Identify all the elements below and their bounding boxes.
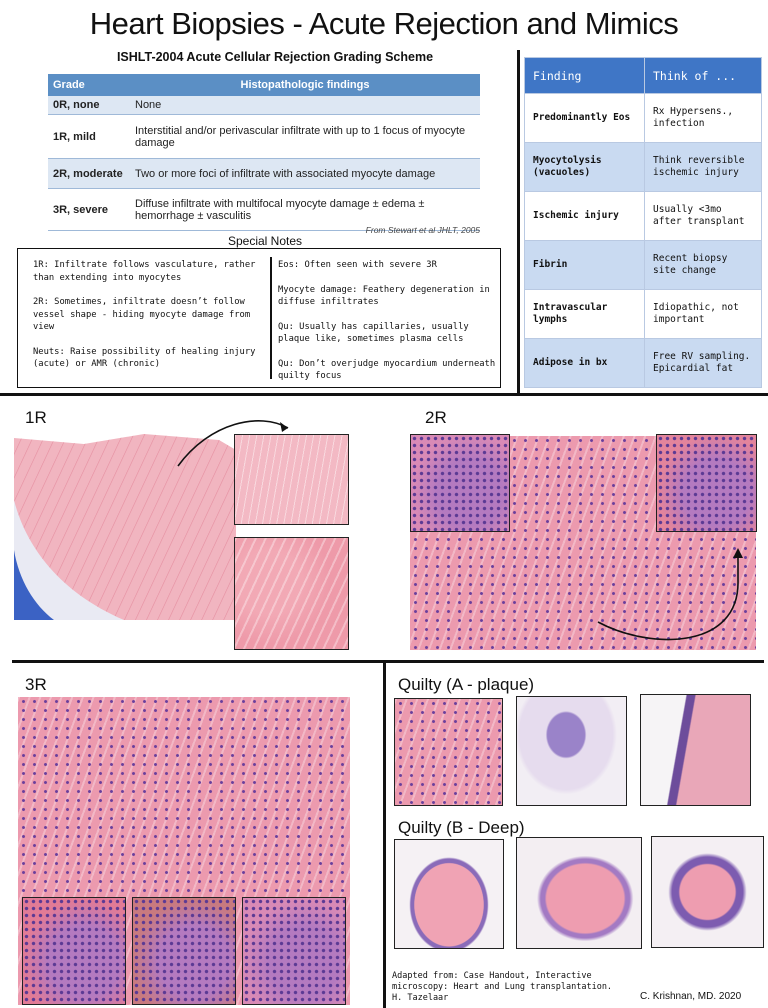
- table-row: Myocytolysis (vacuoles) Think reversible…: [524, 142, 762, 192]
- slide-quilty-a-2: [516, 696, 627, 806]
- slide-quilty-a-1: [394, 698, 503, 806]
- section-divider: [12, 660, 764, 663]
- finding-cell: Ischemic injury: [524, 191, 645, 241]
- think-cell: Recent biopsy site change: [644, 240, 762, 290]
- note-item: 2R: Sometimes, infiltrate doesn’t follow…: [33, 297, 251, 332]
- grade-cell: 2R, moderate: [48, 158, 130, 189]
- grading-source: From Stewart et al JHLT, 2005: [365, 225, 480, 235]
- think-cell: Usually <3mo after transplant: [644, 191, 762, 241]
- slide-quilty-b-3: [651, 836, 764, 948]
- finding-cell: Two or more foci of infiltrate with asso…: [130, 158, 480, 189]
- slide-2r-zoom-left: [410, 434, 510, 532]
- slide-2r-zoom-right: [656, 434, 757, 532]
- slide-1r-overview: [14, 434, 236, 620]
- special-notes-title: Special Notes: [227, 234, 303, 248]
- findings-column-header: Histopathologic findings: [130, 74, 480, 96]
- finding-cell: Intravascular lymphs: [524, 289, 645, 339]
- arrow-icon: [177, 420, 289, 467]
- notes-divider: [270, 257, 272, 379]
- slide-quilty-b-1: [394, 839, 504, 949]
- special-notes-right: Eos: Often seen with severe 3R Myocyte d…: [278, 259, 496, 395]
- finding-cell: Fibrin: [524, 240, 645, 290]
- credit-line: Adapted from: Case Handout, Interactive: [392, 971, 592, 981]
- credit-line: H. Tazelaar: [392, 993, 449, 1003]
- finding-column-header: Finding: [524, 57, 645, 94]
- slide-3r-zoom-2: [132, 897, 236, 1005]
- grade-cell: 1R, mild: [48, 114, 130, 159]
- section-quilty-b-label: Quilty (B - Deep): [398, 818, 525, 837]
- slide-quilty-b-2: [516, 837, 642, 949]
- section-1r-label: 1R: [25, 408, 47, 427]
- author-credit: C. Krishnan, MD. 2020: [640, 991, 742, 1002]
- section-2r-label: 2R: [425, 408, 447, 427]
- credit-line: microscopy: Heart and Lung transplantati…: [392, 982, 613, 992]
- credit-text: Adapted from: Case Handout, Interactive …: [392, 971, 612, 1004]
- think-cell: Idiopathic, not important: [644, 289, 762, 339]
- top-divider: [517, 50, 520, 393]
- slide-1r-zoom-top: [234, 434, 349, 525]
- think-cell: Free RV sampling. Epicardial fat: [644, 338, 762, 388]
- think-column-header: Think of ...: [644, 57, 762, 94]
- table-row: Fibrin Recent biopsy site change: [524, 240, 762, 290]
- slide-3r-zoom-3: [242, 897, 346, 1005]
- table-row: Intravascular lymphs Idiopathic, not imp…: [524, 289, 762, 339]
- special-notes-left: 1R: Infiltrate follows vasculature, rath…: [33, 259, 265, 383]
- grade-column-header: Grade: [48, 74, 130, 96]
- page-title: Heart Biopsies - Acute Rejection and Mim…: [89, 6, 679, 41]
- table-row: Adipose in bx Free RV sampling. Epicardi…: [524, 338, 762, 388]
- note-item: Eos: Often seen with severe 3R: [278, 260, 437, 270]
- table-row: Predominantly Eos Rx Hypersens., infecti…: [524, 93, 762, 143]
- special-notes-box: 1R: Infiltrate follows vasculature, rath…: [17, 248, 501, 388]
- grade-cell: 3R, severe: [48, 188, 130, 231]
- section-3r-label: 3R: [25, 675, 47, 694]
- table-row: 0R, none None: [48, 96, 480, 115]
- table-row: Ischemic injury Usually <3mo after trans…: [524, 191, 762, 241]
- table-row: 3R, severe Diffuse infiltrate with multi…: [48, 188, 480, 231]
- think-cell: Rx Hypersens., infection: [644, 93, 762, 143]
- finding-cell: Myocytolysis (vacuoles): [524, 142, 645, 192]
- arrow-icon: [597, 548, 743, 641]
- findings-table: Finding Think of ... Predominantly Eos R…: [524, 57, 762, 388]
- finding-cell: Interstitial and/or perivascular infiltr…: [130, 114, 480, 159]
- note-item: Qu: Usually has capillaries, usually pla…: [278, 321, 469, 345]
- grading-table: Grade Histopathologic findings 0R, none …: [48, 74, 480, 231]
- think-cell: Think reversible ischemic injury: [644, 142, 762, 192]
- grade-cell: 0R, none: [48, 96, 130, 115]
- table-row: 1R, mild Interstitial and/or perivascula…: [48, 114, 480, 159]
- section-quilty-a-label: Quilty (A - plaque): [398, 675, 535, 694]
- section-divider: [383, 660, 386, 1008]
- section-divider: [0, 393, 768, 396]
- finding-cell: Diffuse infiltrate with multifocal myocy…: [130, 188, 480, 231]
- note-item: 1R: Infiltrate follows vasculature, rath…: [33, 260, 256, 283]
- slide-1r-zoom-bottom: [234, 537, 349, 650]
- table-row: 2R, moderate Two or more foci of infiltr…: [48, 158, 480, 189]
- slide-quilty-a-3: [640, 694, 751, 806]
- finding-cell: Predominantly Eos: [524, 93, 645, 143]
- note-item: Qu: Don’t overjudge myocardium underneat…: [278, 358, 496, 382]
- slide-3r-zoom-1: [22, 897, 126, 1005]
- note-item: Neuts: Raise possibility of healing inju…: [33, 346, 256, 370]
- finding-cell: None: [130, 96, 480, 115]
- finding-cell: Adipose in bx: [524, 338, 645, 388]
- note-item: Myocyte damage: Feathery degeneration in…: [278, 284, 490, 308]
- grading-heading: ISHLT-2004 Acute Cellular Rejection Grad…: [116, 50, 434, 64]
